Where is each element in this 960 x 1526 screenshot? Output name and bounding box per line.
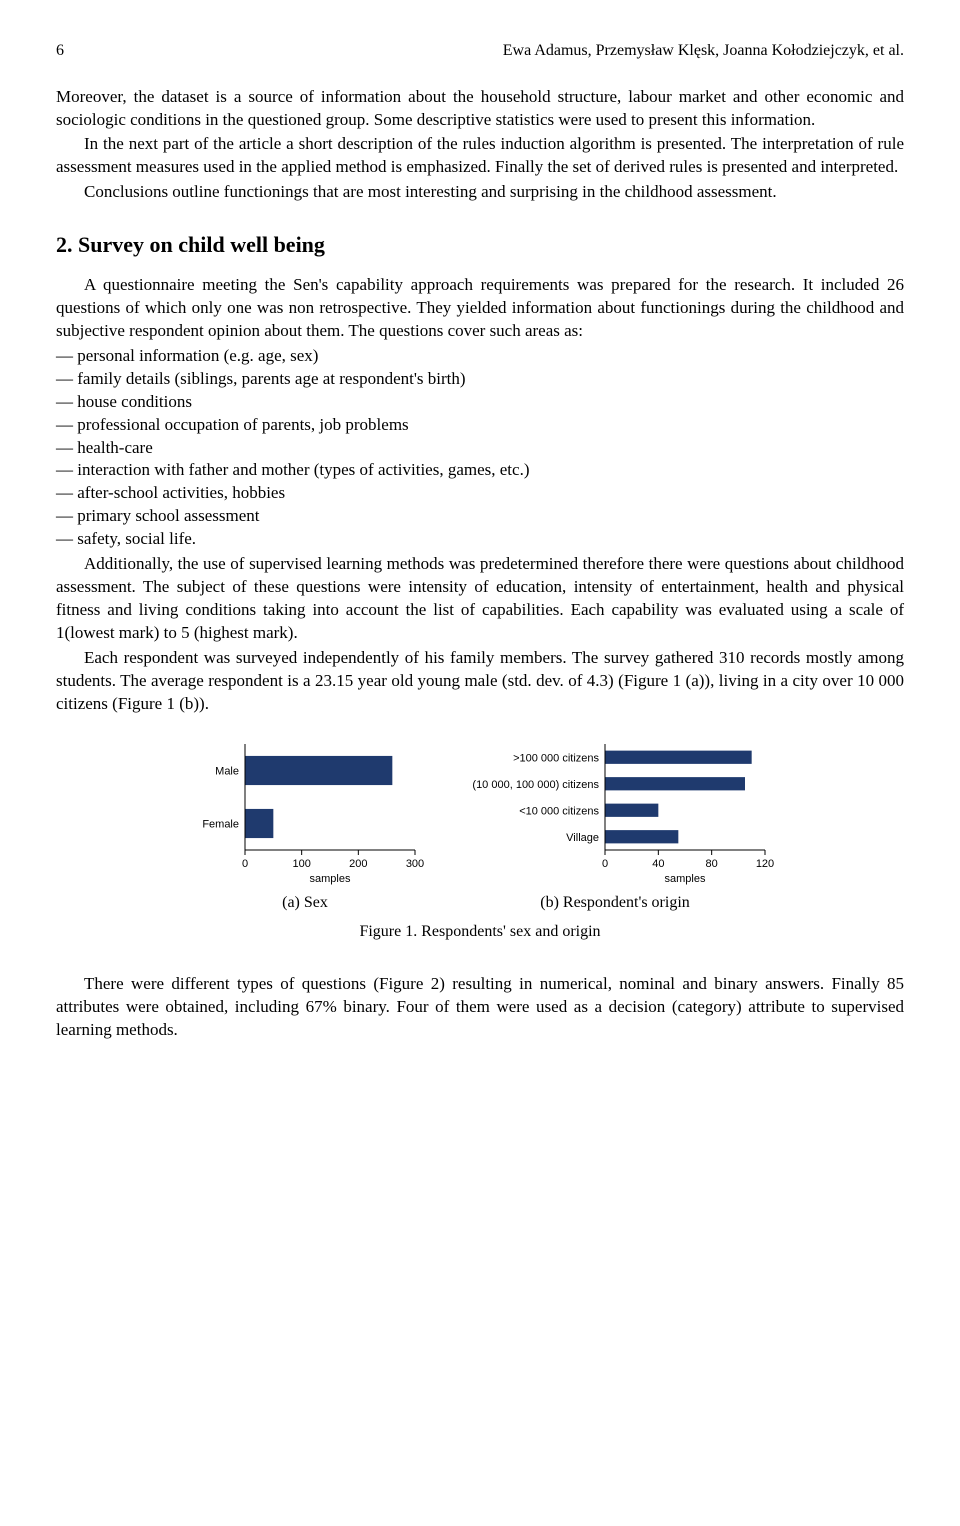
paragraph-2: In the next part of the article a short …: [56, 133, 904, 179]
running-header: 6 Ewa Adamus, Przemysław Klęsk, Joanna K…: [56, 40, 904, 62]
paragraph-1: Moreover, the dataset is a source of inf…: [56, 86, 904, 132]
svg-text:80: 80: [706, 858, 718, 870]
svg-text:(10 000, 100 000) citizens: (10 000, 100 000) citizens: [472, 779, 599, 791]
svg-text:120: 120: [756, 858, 774, 870]
section-heading: 2. Survey on child well being: [56, 230, 904, 260]
chart-b-svg: >100 000 citizens (10 000, 100 000) citiz…: [455, 736, 775, 886]
svg-text:200: 200: [349, 858, 367, 870]
list-item: — interaction with father and mother (ty…: [56, 459, 904, 482]
svg-text:0: 0: [242, 858, 248, 870]
svg-text:>100 000 citizens: >100 000 citizens: [513, 752, 599, 764]
svg-text:Female: Female: [202, 818, 239, 830]
list-item: — primary school assessment: [56, 505, 904, 528]
paragraph-5: Additionally, the use of supervised lear…: [56, 553, 904, 645]
list-item: — professional occupation of parents, jo…: [56, 414, 904, 437]
page-number: 6: [56, 40, 64, 62]
svg-text:40: 40: [652, 858, 664, 870]
paragraph-7: There were different types of questions …: [56, 973, 904, 1042]
list-item: — after-school activities, hobbies: [56, 482, 904, 505]
figure-1: Male Female 0 100 200 300 samples (a) Sex >100…: [56, 736, 904, 914]
list-item: — health-care: [56, 437, 904, 460]
svg-text:samples: samples: [665, 873, 706, 885]
list-item: — personal information (e.g. age, sex): [56, 345, 904, 368]
svg-text:300: 300: [406, 858, 424, 870]
list-item: — family details (siblings, parents age …: [56, 368, 904, 391]
svg-text:samples: samples: [310, 873, 351, 885]
svg-text:Village: Village: [566, 832, 599, 844]
running-head-text: Ewa Adamus, Przemysław Klęsk, Joanna Koł…: [503, 40, 904, 62]
svg-text:<10 000 citizens: <10 000 citizens: [519, 805, 599, 817]
figure-1-caption: Figure 1. Respondents' sex and origin: [56, 921, 904, 943]
paragraph-4: A questionnaire meeting the Sen's capabi…: [56, 274, 904, 343]
svg-text:Male: Male: [215, 765, 239, 777]
list-item: — house conditions: [56, 391, 904, 414]
paragraph-6: Each respondent was surveyed independent…: [56, 647, 904, 716]
list-item: — safety, social life.: [56, 528, 904, 551]
svg-text:100: 100: [292, 858, 310, 870]
chart-b-caption: (b) Respondent's origin: [540, 892, 690, 914]
paragraph-3: Conclusions outline functionings that ar…: [56, 181, 904, 204]
chart-a-caption: (a) Sex: [282, 892, 328, 914]
chart-b-block: >100 000 citizens (10 000, 100 000) citiz…: [455, 736, 775, 914]
svg-text:0: 0: [602, 858, 608, 870]
chart-a-block: Male Female 0 100 200 300 samples (a) Sex: [185, 736, 425, 914]
bullet-list: — personal information (e.g. age, sex) —…: [56, 345, 904, 551]
chart-a-svg: Male Female 0 100 200 300 samples: [185, 736, 425, 886]
